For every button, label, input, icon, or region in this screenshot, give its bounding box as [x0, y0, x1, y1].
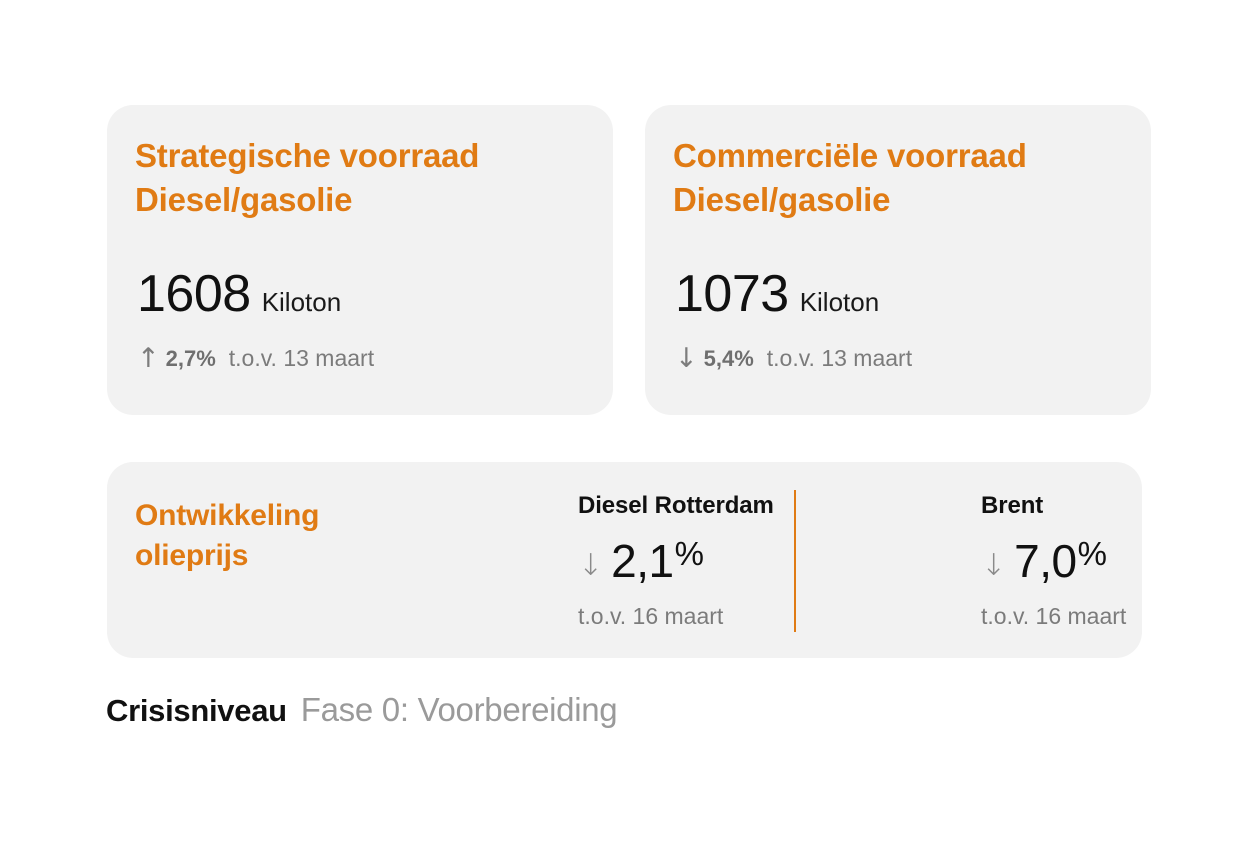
card-commercial-value-row: 1073 Kiloton	[675, 268, 1127, 320]
card-oil-price: Ontwikkeling olieprijs Diesel Rotterdam …	[107, 462, 1142, 658]
card-commercial-delta-row: ↓ 5,4% t.o.v. 13 maart	[675, 342, 1127, 374]
crisis-level-value: Fase 0: Voorbereiding	[300, 691, 618, 728]
card-commercial-delta-percent: 5,4%	[703, 345, 754, 371]
card-commercial-heading: Commerciële voorraad Diesel/gasolie	[673, 137, 1027, 218]
card-commercial-content: Commerciële voorraad Diesel/gasolie 1073…	[673, 134, 1127, 374]
arrow-down-icon: ↓	[578, 548, 604, 583]
crisis-level-row: Crisisniveau Fase 0: Voorbereiding	[106, 691, 618, 728]
card-commercial-delta-reference: t.o.v. 13 maart	[766, 344, 913, 371]
card-strategic-delta-row: ↑ 2,7% t.o.v. 13 maart	[137, 342, 589, 374]
card-strategic-delta-percent: 2,7%	[165, 345, 216, 371]
card-strategic-delta-reference: t.o.v. 13 maart	[228, 344, 375, 371]
oil-brent-reference: t.o.v. 16 maart	[981, 603, 1127, 629]
oil-diesel-value-row: ↓ 2,1 %	[578, 535, 774, 587]
card-strategic-value-row: 1608 Kiloton	[137, 268, 589, 320]
oil-column-brent: Brent ↓ 7,0 % t.o.v. 16 maart	[981, 494, 1126, 628]
card-oil-heading: Ontwikkeling olieprijs	[135, 499, 320, 572]
oil-column-diesel-rotterdam: Diesel Rotterdam ↓ 2,1 % t.o.v. 16 maart	[578, 494, 774, 628]
card-strategic-content: Strategische voorraad Diesel/gasolie 160…	[135, 134, 589, 374]
arrow-down-icon: ↓	[981, 548, 1007, 583]
card-strategic-unit: Kiloton	[261, 286, 342, 317]
oil-brent-label: Brent	[981, 492, 1044, 519]
card-strategic-stock: Strategische voorraad Diesel/gasolie 160…	[107, 105, 613, 415]
card-strategic-heading: Strategische voorraad Diesel/gasolie	[135, 137, 480, 218]
oil-brent-percent-symbol: %	[1077, 535, 1107, 572]
vertical-divider	[794, 490, 796, 632]
oil-diesel-label: Diesel Rotterdam	[578, 492, 774, 519]
oil-diesel-percent-value: 2,1	[611, 535, 674, 587]
oil-brent-percent-value: 7,0	[1014, 535, 1077, 587]
card-strategic-value: 1608	[137, 264, 251, 323]
arrow-down-icon: ↓	[675, 342, 698, 374]
card-commercial-stock: Commerciële voorraad Diesel/gasolie 1073…	[645, 105, 1151, 415]
oil-diesel-reference: t.o.v. 16 maart	[578, 603, 724, 629]
arrow-up-icon: ↑	[137, 342, 160, 374]
crisis-level-label: Crisisniveau	[106, 693, 287, 728]
card-commercial-value: 1073	[675, 264, 789, 323]
oil-diesel-percent-symbol: %	[674, 535, 704, 572]
oil-brent-value-row: ↓ 7,0 %	[981, 535, 1126, 587]
card-commercial-unit: Kiloton	[799, 286, 880, 317]
